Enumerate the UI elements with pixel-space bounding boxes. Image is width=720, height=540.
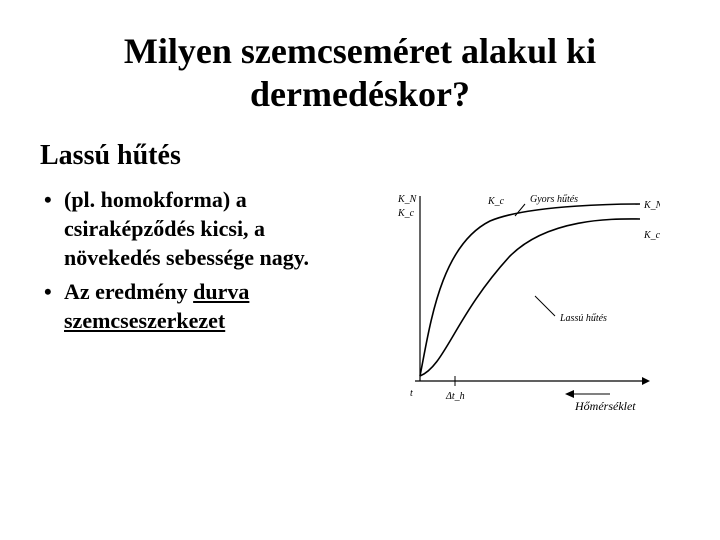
- curve-kn: [420, 204, 640, 376]
- curve-kc: [420, 219, 640, 376]
- bullet-text: Az eredmény: [64, 279, 193, 304]
- arrow-right-icon: [642, 377, 650, 385]
- label-lassu: Lassú hűtés: [559, 313, 607, 324]
- pointer-gyors: [515, 204, 525, 216]
- list-item: Az eredmény durva szemcseszerkezet: [40, 278, 350, 335]
- arrow-left-icon: [565, 390, 574, 398]
- content-row: (pl. homokforma) a csiraképződés kicsi, …: [40, 186, 680, 436]
- y-label-kn: K_N: [397, 194, 418, 205]
- label-gyors: Gyors hűtés: [530, 194, 578, 205]
- title-line-1: Milyen szemcseméret alakul ki: [124, 31, 596, 71]
- bullet-list: (pl. homokforma) a csiraképződés kicsi, …: [40, 186, 350, 341]
- page-title: Milyen szemcseméret alakul ki dermedésko…: [40, 30, 680, 116]
- subtitle: Lassú hűtés: [40, 140, 680, 172]
- x-origin-label: t: [410, 388, 413, 399]
- title-line-2: dermedéskor?: [250, 74, 470, 114]
- x-tick-label: Δt_h: [445, 391, 465, 402]
- chart-svg: K_N K_c K_N K_c K_c Gyors hűtés Lassú hű…: [360, 186, 660, 416]
- curve-label-kn: K_N: [643, 200, 660, 211]
- x-axis-label: Hőmérséklet: [574, 399, 636, 413]
- chart: K_N K_c K_N K_c K_c Gyors hűtés Lassú hű…: [360, 186, 680, 436]
- bullet-text: (pl. homokforma) a csiraképződés kicsi, …: [64, 187, 309, 269]
- y-label-kc: K_c: [397, 208, 415, 219]
- pointer-lassu: [535, 296, 555, 316]
- curve-label-kc: K_c: [643, 230, 660, 241]
- curve-label-kc-top: K_c: [487, 196, 505, 207]
- list-item: (pl. homokforma) a csiraképződés kicsi, …: [40, 186, 350, 272]
